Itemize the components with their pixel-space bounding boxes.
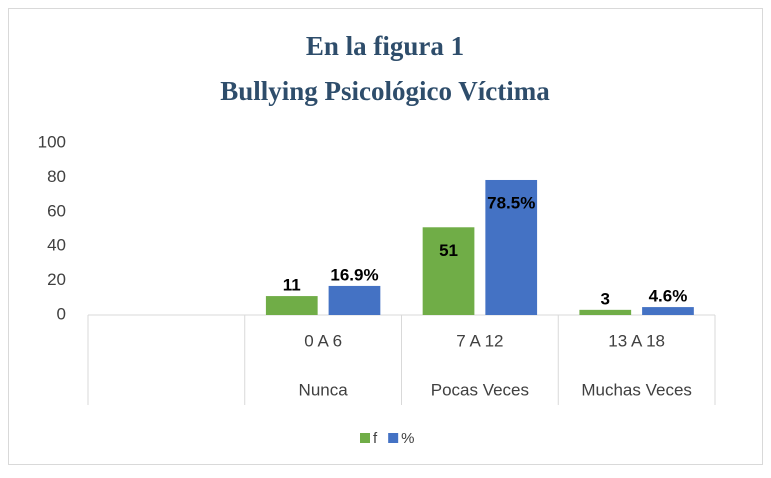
y-tick-label: 80 [47,167,66,186]
chart-subtitle: Bullying Psicológico Víctima [220,76,550,106]
y-tick-label: 20 [47,270,66,289]
legend-label: % [401,430,414,447]
bar [422,227,475,315]
bar [642,307,694,315]
y-tick-label: 100 [38,132,66,151]
bar [579,309,632,315]
legend-label: f [373,430,378,447]
x-tick-label: 7 A 12 [456,331,503,350]
legend-swatch [360,433,370,443]
y-tick-label: 60 [47,201,66,220]
data-label: 11 [283,276,301,295]
x-group-label: Nunca [299,380,349,399]
x-group-label: Pocas Veces [431,380,529,399]
data-label: 78.5% [487,193,535,212]
data-label: 51 [439,241,458,260]
data-label: 16.9% [330,265,378,284]
chart-border [8,8,763,465]
y-tick-label: 0 [57,304,66,323]
data-label: 3 [601,289,610,308]
data-label: 4.6% [649,287,688,306]
y-tick-label: 40 [47,236,66,255]
x-tick-label: 13 A 18 [608,331,665,350]
chart-title: En la figura 1 [306,31,464,61]
bar [328,285,381,315]
x-tick-label: 0 A 6 [304,331,342,350]
bar [265,296,318,315]
bar [485,179,538,315]
x-group-label: Muchas Veces [581,380,692,399]
legend-swatch [388,433,399,443]
